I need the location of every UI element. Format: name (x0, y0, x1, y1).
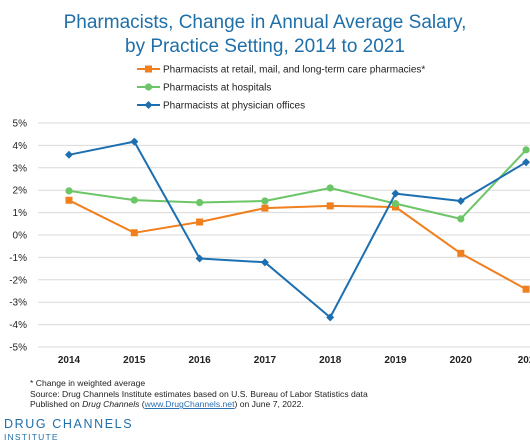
data-point (391, 189, 400, 198)
legend-label: Pharmacists at retail, mail, and long-te… (163, 65, 425, 76)
y-tick-label: -1% (9, 253, 27, 264)
legend-label: Pharmacists at physician offices (163, 101, 305, 112)
y-tick-label: 2% (13, 186, 28, 197)
published-prefix: Published on (30, 399, 83, 410)
y-tick-label: 4% (13, 141, 28, 152)
data-point (65, 187, 73, 195)
drug-channels-institute-logo: DRUG CHANNELS INSTITUTE (4, 418, 133, 443)
x-tick-label: 2018 (319, 355, 342, 366)
chart-title-line-2: by Practice Setting, 2014 to 2021 (125, 36, 405, 57)
data-point (196, 218, 204, 226)
footnotes: * Change in weighted average Source: Dru… (30, 378, 368, 410)
data-point (65, 196, 73, 204)
series-line (68, 140, 527, 319)
data-point (261, 197, 269, 205)
x-tick-label: 2016 (188, 355, 211, 366)
data-point (260, 258, 269, 267)
y-tick-label: 0% (13, 231, 28, 242)
data-point (522, 285, 530, 293)
logo-line-2: INSTITUTE (4, 432, 59, 442)
footnote-source: Source: Drug Channels Institute estimate… (30, 388, 368, 399)
x-tick-label: 2014 (58, 355, 81, 366)
data-point (457, 249, 465, 257)
legend-marker (144, 83, 153, 91)
data-point (130, 137, 139, 146)
data-point (195, 254, 204, 263)
x-tick-label: 2019 (384, 355, 407, 366)
data-point (391, 200, 400, 208)
legend-marker (144, 101, 153, 109)
footnote-change: * Change in weighted average (30, 378, 146, 388)
footnote-published: Published on Drug Channels (www.DrugChan… (30, 399, 368, 410)
data-point (522, 158, 530, 167)
data-point (196, 198, 204, 207)
y-tick-label: -5% (9, 343, 27, 354)
y-tick-label: 3% (13, 163, 28, 174)
series-line (68, 149, 527, 220)
x-tick-label: 2017 (254, 355, 277, 366)
x-tick-label: 202 (518, 355, 530, 366)
data-point (130, 196, 138, 204)
logo-line-1: DRUG CHANNELS (4, 417, 134, 431)
data-point (326, 313, 335, 322)
legend-label: Pharmacists at hospitals (163, 83, 271, 94)
y-tick-label: -2% (9, 275, 27, 286)
data-point (261, 204, 269, 212)
published-open: ( (139, 399, 145, 410)
series-line (68, 199, 527, 291)
drugchannels-link[interactable]: www.DrugChannels.net (144, 399, 235, 410)
y-tick-label: 1% (13, 208, 28, 219)
data-point (326, 184, 334, 192)
published-title: Drug Channels (82, 399, 140, 410)
data-point (65, 150, 73, 159)
y-tick-label: -3% (9, 298, 27, 309)
y-tick-label: 5% (13, 119, 28, 130)
chart-title-line-1: Pharmacists, Change in Annual Average Sa… (63, 12, 467, 33)
data-point (522, 146, 530, 154)
data-point (130, 229, 138, 237)
data-point (456, 196, 465, 205)
y-tick-label: -4% (9, 320, 27, 331)
x-tick-label: 2015 (123, 355, 146, 366)
published-suffix: ) on June 7, 2022. (234, 399, 304, 410)
legend-marker (145, 65, 152, 73)
x-tick-label: 2020 (450, 355, 473, 366)
data-point (457, 215, 465, 223)
data-point (326, 202, 334, 210)
